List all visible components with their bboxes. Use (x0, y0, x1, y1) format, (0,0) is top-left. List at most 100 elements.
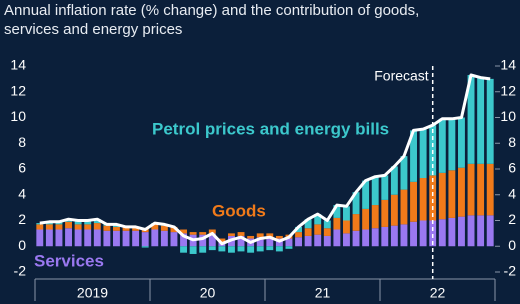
bar-segment (362, 208, 370, 230)
bar-segment (160, 230, 168, 247)
bar-segment (371, 176, 379, 206)
bar-segment (55, 229, 63, 247)
bar-segment (247, 235, 255, 239)
bar-segment (295, 232, 302, 238)
bar-segment (93, 229, 101, 247)
bar-segment (218, 246, 226, 252)
x-year-label: 22 (430, 285, 446, 301)
bar-segment (36, 223, 44, 225)
bar-segment (36, 229, 44, 247)
bar-segment (304, 235, 312, 247)
y-tick-label-right: 0 (508, 237, 516, 253)
bar-segment (362, 180, 370, 209)
bar-segment (458, 117, 465, 168)
forecast-label: Forecast (374, 68, 429, 84)
bar-segment (228, 233, 235, 236)
y-tick-label: 10 (10, 108, 26, 124)
bar-segment (486, 215, 494, 247)
bar-segment (429, 175, 437, 221)
bar-segment (304, 228, 312, 236)
bar-segment (218, 238, 226, 243)
bar-segment (208, 233, 216, 247)
bar-segment (448, 118, 456, 171)
series-label: Services (34, 251, 104, 270)
bar-segment (93, 223, 101, 230)
bar-segment (295, 237, 302, 247)
bar-segment (45, 229, 53, 247)
bar-segment (266, 233, 274, 238)
total-line (39, 73, 491, 246)
y-tick-label-right: 14 (500, 57, 516, 73)
y-tick-label-right: -2 (504, 263, 517, 279)
bar-segment (228, 246, 235, 253)
bar-segment (419, 129, 427, 179)
bar-segment (256, 237, 264, 247)
bar-segment (410, 181, 417, 222)
y-tick-label-right: 4 (508, 185, 516, 201)
bar-segment (93, 219, 101, 224)
x-year-label: 2019 (77, 285, 108, 301)
y-tick-label-right: 12 (500, 82, 516, 98)
bar-segment (477, 77, 485, 164)
bar-segment (381, 175, 389, 200)
bar-segment (36, 224, 44, 230)
y-tick-label: 14 (10, 57, 26, 73)
bar-segment (314, 224, 322, 235)
bar-segment (180, 229, 187, 234)
bar-segment (438, 219, 446, 247)
bar-segment (237, 232, 245, 236)
bar-segment (323, 235, 331, 247)
bar-segment (333, 205, 341, 218)
bar-segment (247, 246, 255, 253)
bar-segment (467, 163, 475, 216)
bar-segment (45, 224, 53, 230)
bar-segment (343, 220, 350, 234)
bar-segment (448, 217, 456, 247)
x-year-label: 20 (200, 285, 216, 301)
bar-segment (189, 232, 197, 235)
bar-segment (122, 230, 130, 247)
bar-segment (180, 233, 187, 247)
bar-segment (122, 226, 130, 231)
y-tick-label: 2 (18, 211, 26, 227)
y-tick-label: 12 (10, 82, 26, 98)
chart-title: Annual inflation rate (% change) and the… (4, 2, 419, 19)
bar-segment (199, 234, 207, 247)
bar-segment (199, 232, 207, 235)
bar-segment (74, 220, 82, 225)
y-tick-label: 8 (18, 134, 26, 150)
bar-segment (113, 226, 120, 231)
bar-segment (458, 167, 465, 217)
bar-segment (170, 232, 178, 247)
bar-segment (410, 130, 417, 182)
y-tick-label: 4 (18, 185, 26, 201)
bar-segment (151, 224, 159, 230)
bar-segment (256, 246, 264, 252)
bar-segment (65, 221, 72, 229)
bar-segment (381, 226, 389, 247)
series-label: Goods (212, 201, 266, 220)
bar-segment (151, 229, 159, 247)
bar-segment (419, 220, 427, 247)
bar-segment (113, 230, 120, 247)
bar-segment (160, 225, 168, 231)
bar-segment (266, 237, 274, 247)
y-tick-label-right: 6 (508, 160, 516, 176)
bar-segment (84, 229, 92, 247)
bar-segment (170, 226, 178, 233)
bar-segment (285, 238, 293, 247)
bar-segment (371, 228, 379, 247)
bar-segment (429, 220, 437, 247)
bar-segment (314, 214, 322, 225)
bar-segment (74, 224, 82, 230)
bar-segment (352, 192, 360, 215)
bar-segment (65, 228, 72, 247)
bar-segment (256, 233, 264, 238)
y-tick-label-right: 2 (508, 211, 516, 227)
bar-segment (390, 225, 398, 247)
bar-segment (285, 246, 293, 249)
y-tick-label-right: 8 (508, 134, 516, 150)
bar-segment (343, 206, 350, 221)
bar-segment (103, 225, 111, 231)
